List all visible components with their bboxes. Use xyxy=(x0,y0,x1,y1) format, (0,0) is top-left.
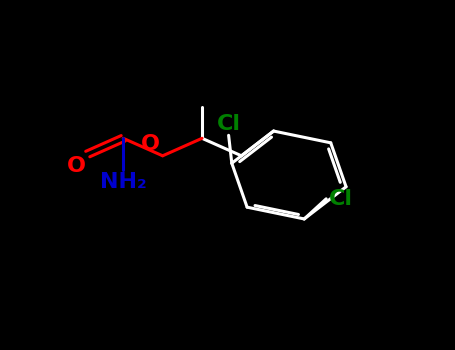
Text: Cl: Cl xyxy=(329,189,353,209)
Text: Cl: Cl xyxy=(217,114,241,134)
Text: NH₂: NH₂ xyxy=(100,172,147,191)
Text: O: O xyxy=(66,156,86,176)
Text: O: O xyxy=(142,134,160,154)
